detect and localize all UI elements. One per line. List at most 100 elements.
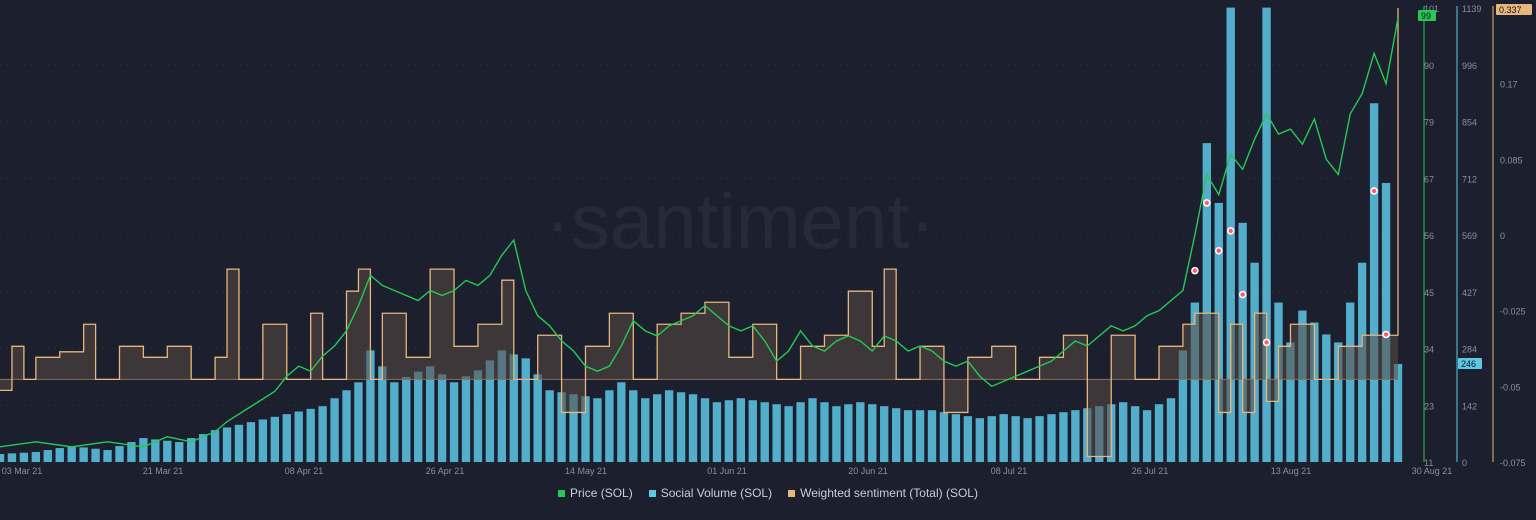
volume-bar xyxy=(1023,418,1032,462)
x-tick-label: 21 Mar 21 xyxy=(143,466,184,476)
volume-bar xyxy=(676,392,686,462)
anomaly-marker xyxy=(1238,290,1247,299)
volume-bar xyxy=(748,400,757,462)
volume-bar xyxy=(79,447,88,462)
volume-bar xyxy=(186,438,196,462)
volume-tick-label: 142 xyxy=(1462,401,1477,411)
legend: Price (SOL) Social Volume (SOL) Weighted s… xyxy=(0,486,1536,500)
volume-bar xyxy=(796,402,805,462)
volume-tick-label: 996 xyxy=(1462,61,1477,71)
volume-bar xyxy=(294,411,303,462)
volume-tick-label: 854 xyxy=(1462,118,1477,128)
volume-bar xyxy=(593,398,602,462)
volume-bar xyxy=(449,382,459,462)
current-value-tag xyxy=(1496,4,1532,15)
price-tick-label: 34 xyxy=(1424,345,1434,355)
volume-bar xyxy=(772,404,781,462)
volume-tick-label: 569 xyxy=(1462,231,1477,241)
x-tick-label: 26 Apr 21 xyxy=(426,466,465,476)
anomaly-marker xyxy=(1191,266,1199,275)
volume-bar xyxy=(1130,406,1140,462)
volume-bar xyxy=(390,382,399,462)
volume-bar xyxy=(425,366,435,462)
volume-bar xyxy=(127,442,136,462)
volume-bar xyxy=(437,374,447,462)
legend-item[interactable]: Weighted sentiment (Total) (SOL) xyxy=(788,486,978,500)
anomaly-marker xyxy=(1203,199,1211,207)
volume-bar xyxy=(354,382,363,462)
volume-bar xyxy=(1369,103,1379,462)
volume-bar xyxy=(688,394,698,462)
volume-bar xyxy=(629,390,638,462)
volume-bar xyxy=(67,446,76,462)
legend-swatch xyxy=(558,489,566,497)
volume-bar xyxy=(844,404,853,462)
x-tick-label: 26 Jul 21 xyxy=(1132,466,1169,476)
volume-bar xyxy=(1059,412,1068,462)
volume-bar xyxy=(1322,334,1331,462)
legend-swatch xyxy=(648,489,656,497)
volume-bar xyxy=(318,406,327,462)
legend-label: Weighted sentiment (Total) (SOL) xyxy=(800,486,978,500)
volume-tick-label: 712 xyxy=(1462,174,1477,184)
volume-bar xyxy=(234,424,244,462)
volume-bar xyxy=(402,376,411,462)
legend-item[interactable]: Price (SOL) xyxy=(558,486,633,500)
anomaly-marker xyxy=(1262,338,1271,347)
volume-bar xyxy=(139,438,148,462)
volume-bar xyxy=(55,448,64,462)
volume-bar xyxy=(1190,302,1200,462)
volume-tick-label: 284 xyxy=(1462,345,1477,355)
legend-item[interactable]: Social Volume (SOL) xyxy=(648,486,773,500)
current-value-tag xyxy=(1458,357,1482,369)
legend-label: Social Volume (SOL) xyxy=(660,486,773,500)
volume-bar xyxy=(868,404,877,462)
current-value-label: 0.337 xyxy=(1499,5,1522,15)
volume-bar xyxy=(1202,143,1212,463)
volume-bar xyxy=(91,448,100,462)
volume-bar xyxy=(927,410,937,462)
volume-bar xyxy=(198,434,208,462)
volume-bar xyxy=(306,408,315,462)
sentiment-series xyxy=(0,8,1399,458)
volume-bar xyxy=(915,410,925,462)
price-tick-label: 56 xyxy=(1424,231,1434,241)
volume-bar xyxy=(1346,302,1355,462)
volume-bar xyxy=(1310,322,1319,462)
volume-bar xyxy=(366,350,375,462)
sentiment-tick-label: 0.085 xyxy=(1500,155,1523,165)
x-tick-label: 08 Jul 21 xyxy=(991,466,1028,476)
volume-bar xyxy=(461,376,471,462)
price-tick-label: 67 xyxy=(1424,174,1434,184)
volume-bar xyxy=(1334,342,1343,462)
volume-bar xyxy=(891,408,901,462)
x-tick-label: 03 Mar 21 xyxy=(2,466,43,476)
price-tick-label: 90 xyxy=(1424,61,1434,71)
volume-bar xyxy=(1011,416,1020,462)
volume-bar xyxy=(31,452,41,462)
volume-bar xyxy=(1393,363,1403,462)
volume-bar xyxy=(473,370,483,462)
volume-bar xyxy=(509,354,518,462)
volume-bar xyxy=(1166,398,1176,462)
volume-bar xyxy=(569,394,578,462)
volume-bar xyxy=(1298,310,1307,462)
volume-bar xyxy=(115,446,124,462)
price-tick-label: 79 xyxy=(1424,118,1434,128)
volume-bar xyxy=(856,402,865,462)
volume-bar xyxy=(246,422,256,462)
volume-bar xyxy=(175,442,184,462)
x-tick-label: 08 Apr 21 xyxy=(285,466,324,476)
volume-bar xyxy=(1035,416,1044,462)
price-tick-label: 11 xyxy=(1424,458,1433,468)
price-tick-label: 45 xyxy=(1424,288,1434,298)
sentiment-line xyxy=(0,8,1399,458)
sentiment-tick-label: 0 xyxy=(1500,231,1505,241)
volume-bar xyxy=(342,390,351,462)
price-tick-label: 23 xyxy=(1424,401,1434,411)
current-value-label: 246 xyxy=(1461,359,1476,369)
volume-tick-label: 0 xyxy=(1462,458,1467,468)
volume-bar xyxy=(1286,342,1295,462)
volume-bar xyxy=(700,398,710,462)
legend-label: Price (SOL) xyxy=(570,486,633,500)
